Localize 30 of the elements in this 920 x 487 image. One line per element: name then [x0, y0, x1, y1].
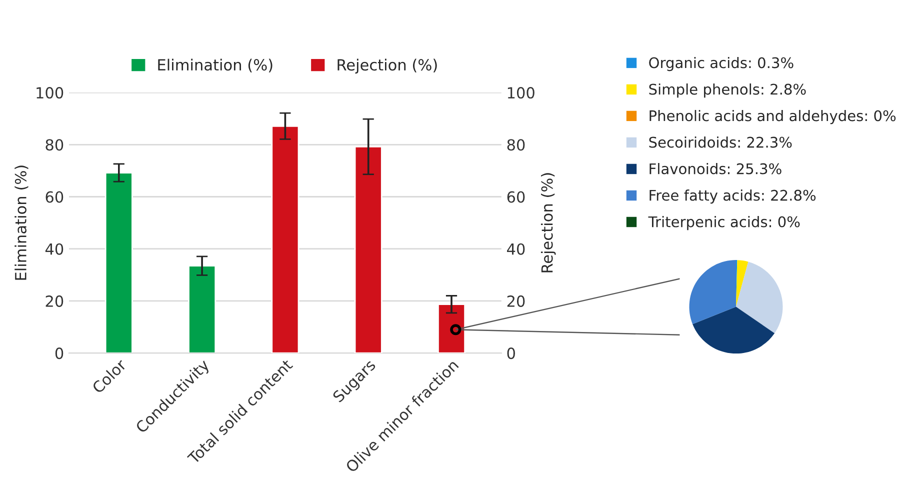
y-tick-label: 80	[46, 139, 64, 151]
pie-slice	[736, 260, 748, 307]
y2-tick-label: 80	[507, 139, 525, 151]
y-tick-label: 100	[36, 86, 64, 99]
legend-label: Triterpenic acids: 0%	[648, 216, 800, 230]
bar	[271, 125, 300, 354]
y2-tick-label: 60	[507, 191, 525, 203]
y-tick-label: 20	[46, 295, 64, 307]
bar	[354, 146, 382, 354]
legend-label: Organic acids: 0.3%	[649, 56, 794, 72]
y-tick-label: 40	[45, 243, 64, 255]
legend-label: Simple phenols: 2.8%	[649, 83, 806, 98]
pie-slice	[736, 262, 783, 334]
legend-label: Flavonoids: 25.3%	[650, 162, 782, 174]
bar	[438, 304, 466, 354]
y2-tick-label: 40	[507, 243, 525, 255]
legend-label: Rejection (%)	[338, 58, 437, 74]
legend-label: Secoiridoids: 22.3%	[649, 136, 792, 148]
y2-tick-label: 0	[507, 348, 515, 360]
legend-label: Phenolic acids and aldehydes: 0%	[650, 110, 896, 124]
legend-label: Elimination (%)	[158, 58, 272, 72]
y-tick-label: 0	[55, 348, 64, 360]
legend-label: Free fatty acids: 22.8%	[650, 190, 816, 204]
y-axis-title: Elimination (%)	[14, 166, 28, 280]
pie-slice	[692, 306, 775, 354]
y2-axis-title: Rejection (%)	[540, 173, 556, 272]
pie-slice	[689, 260, 736, 324]
y2-tick-label: 20	[507, 295, 525, 307]
y-tick-label: 60	[46, 191, 64, 203]
y2-tick-label: 100	[508, 86, 534, 99]
